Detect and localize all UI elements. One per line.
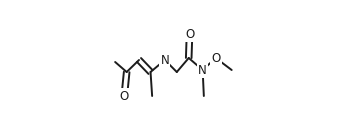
Text: O: O [211,52,220,65]
Text: O: O [185,27,194,40]
Text: N: N [161,53,169,66]
Text: N: N [198,64,207,76]
Text: O: O [120,89,129,102]
